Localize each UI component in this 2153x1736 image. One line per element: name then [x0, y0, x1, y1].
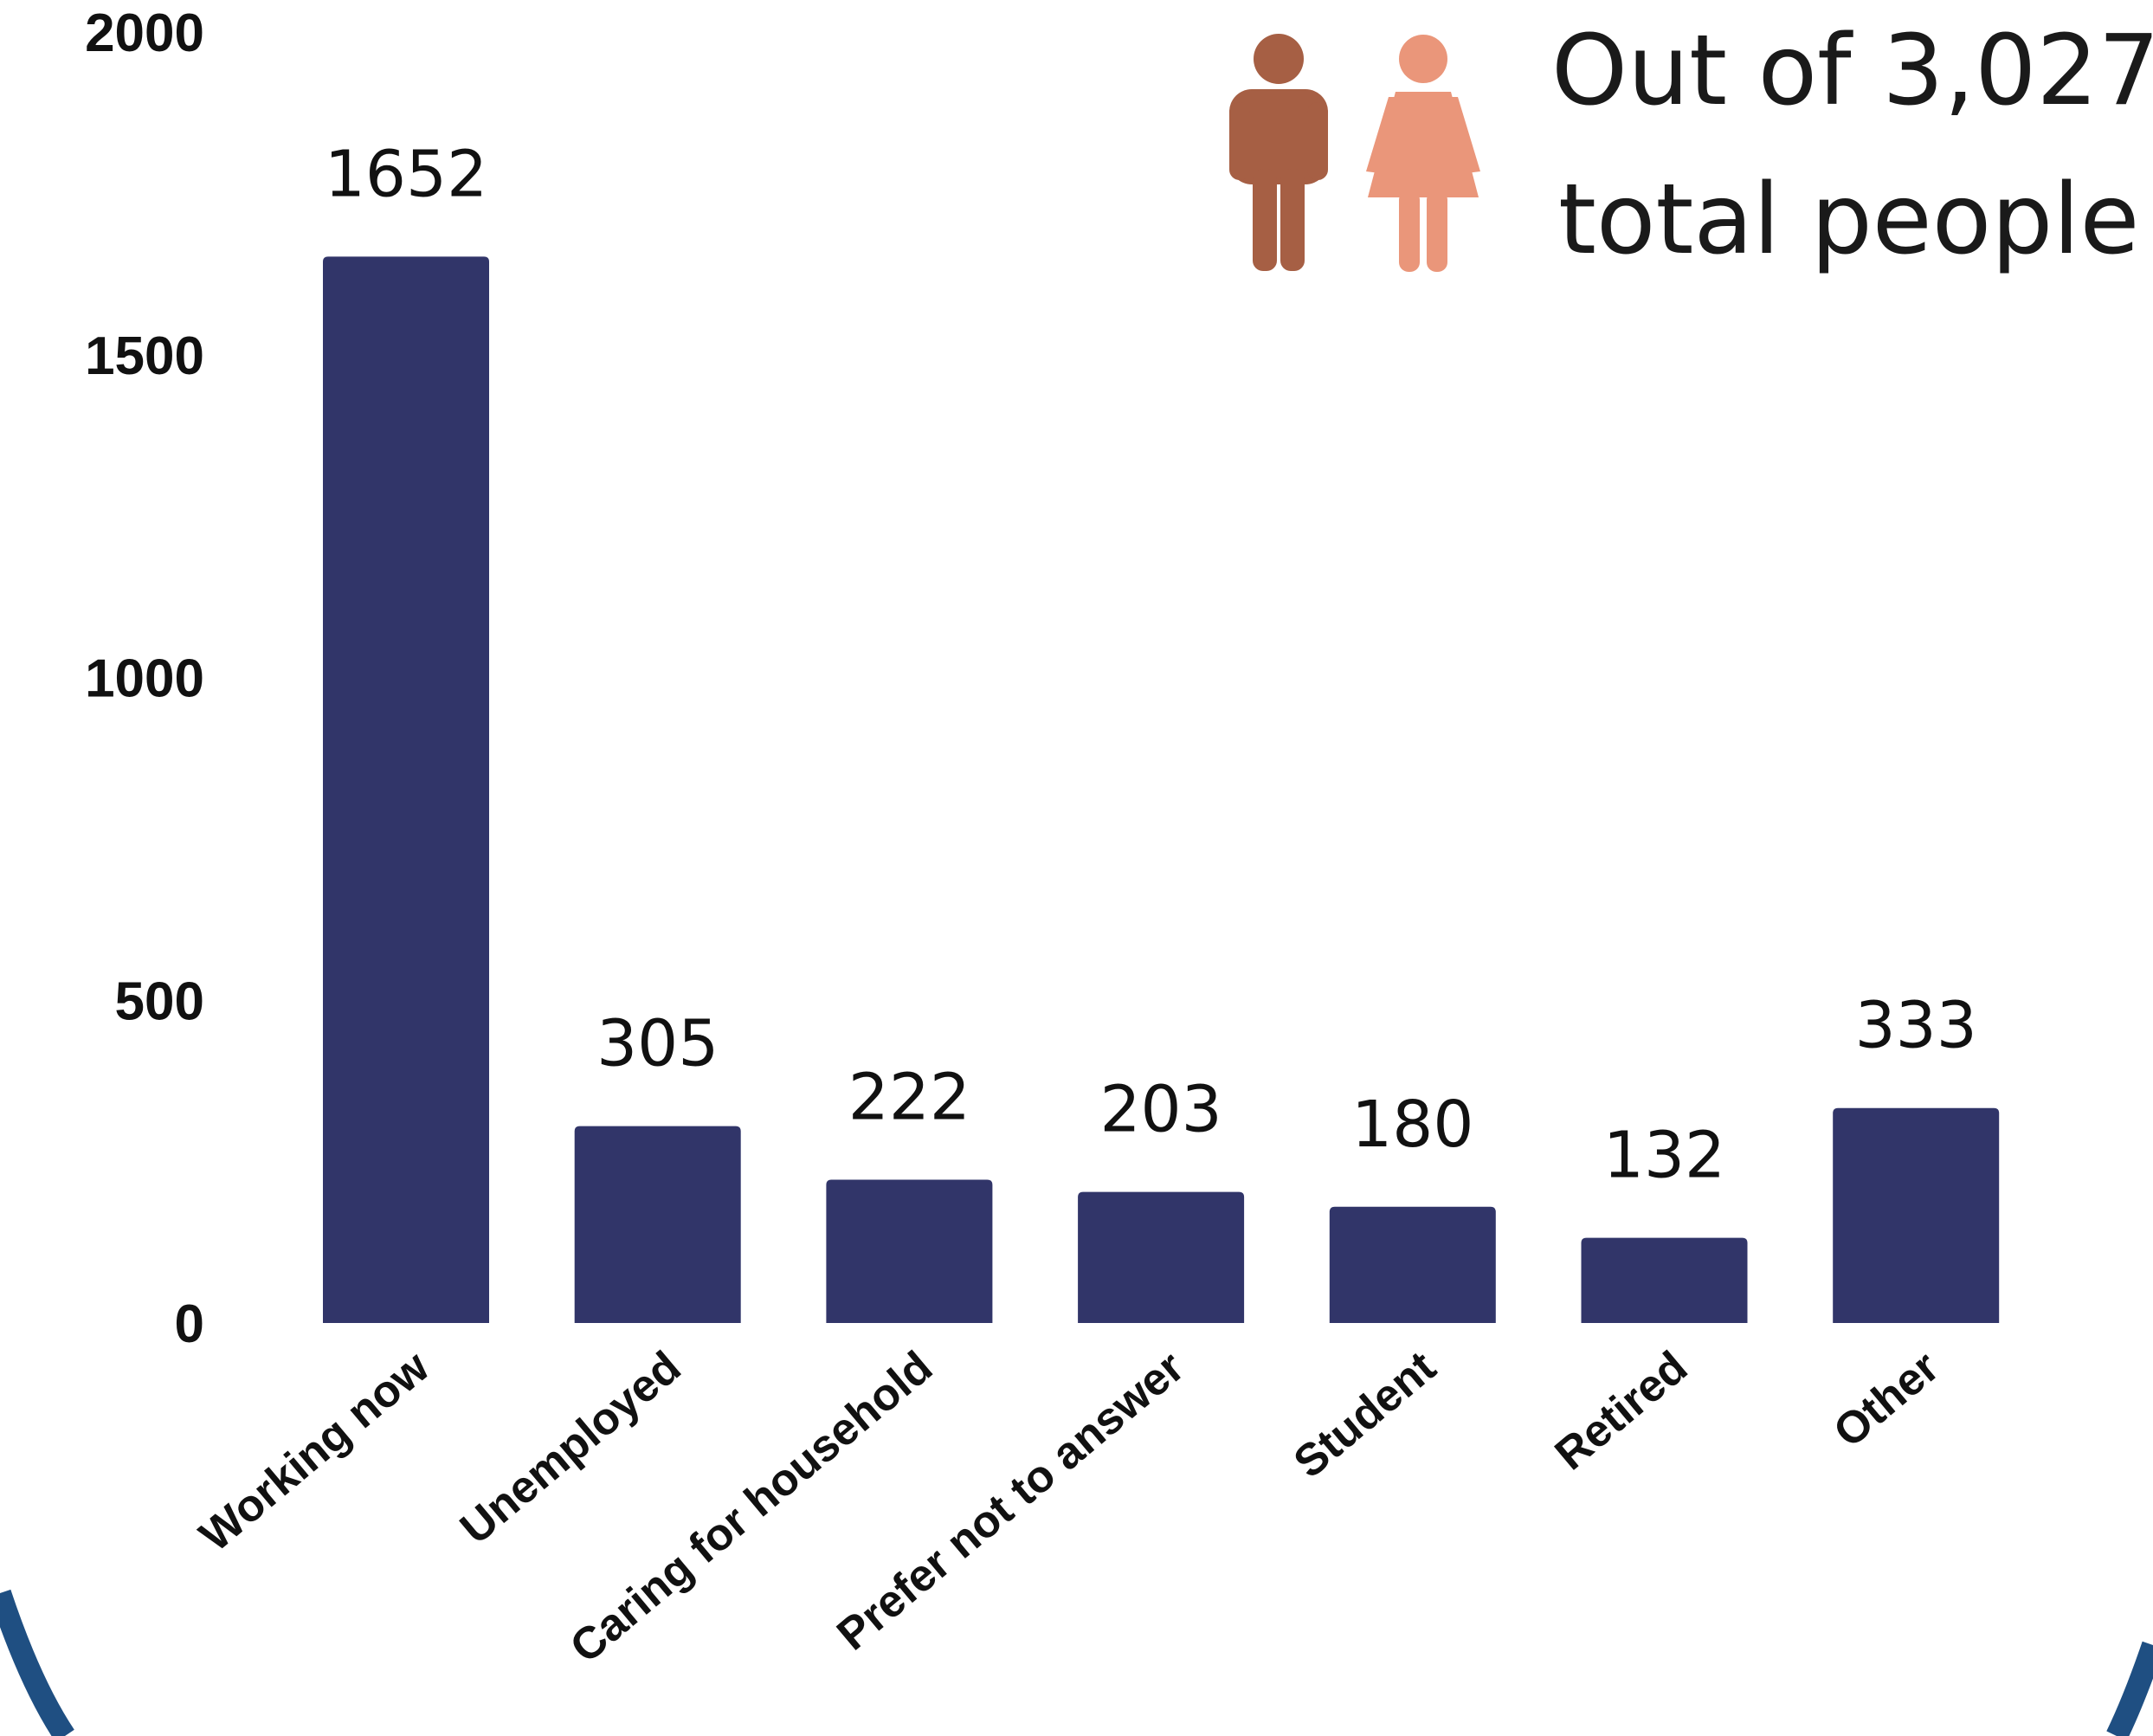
border-arc-right: [2106, 1641, 2153, 1736]
data-label: 305: [596, 1007, 719, 1081]
bar: [323, 256, 489, 1324]
bar: [826, 1179, 993, 1323]
man-icon: [1229, 34, 1328, 271]
data-labels: 1652 305 222 203 180 132 333: [325, 137, 1977, 1192]
bars: [323, 256, 2000, 1324]
total-people-line1: Out of 3,027: [1551, 15, 2153, 127]
x-tick-label: Student: [1285, 1342, 1446, 1488]
y-tick-label: 1000: [85, 649, 204, 709]
bar: [1329, 1206, 1496, 1323]
data-label: 1652: [325, 137, 487, 211]
bar: [574, 1126, 741, 1323]
y-tick-label: 500: [115, 971, 204, 1031]
x-tick-label: Retired: [1546, 1342, 1698, 1481]
data-label: 333: [1855, 989, 1977, 1063]
bar: [1078, 1191, 1245, 1323]
y-tick-label: 0: [175, 1294, 204, 1354]
border-arc-left: [0, 1589, 74, 1736]
data-label: 222: [848, 1060, 970, 1134]
y-tick-label: 2000: [85, 3, 204, 63]
total-people-annotation: Out of 3,027 total people: [1229, 15, 2153, 276]
x-tick-label: Working now: [190, 1341, 439, 1561]
bar: [1581, 1237, 1748, 1323]
total-people-line2: total people: [1558, 164, 2139, 276]
x-tick-label: Other: [1824, 1342, 1949, 1458]
y-axis-tick-labels: 0 500 1000 1500 2000: [85, 3, 204, 1354]
data-label: 132: [1603, 1119, 1725, 1193]
data-label: 203: [1099, 1073, 1222, 1147]
data-label: 180: [1351, 1087, 1473, 1162]
x-tick-label: Unemployed: [451, 1342, 690, 1554]
woman-icon: [1366, 35, 1480, 272]
y-tick-label: 1500: [85, 326, 204, 386]
bar: [1833, 1107, 2000, 1323]
